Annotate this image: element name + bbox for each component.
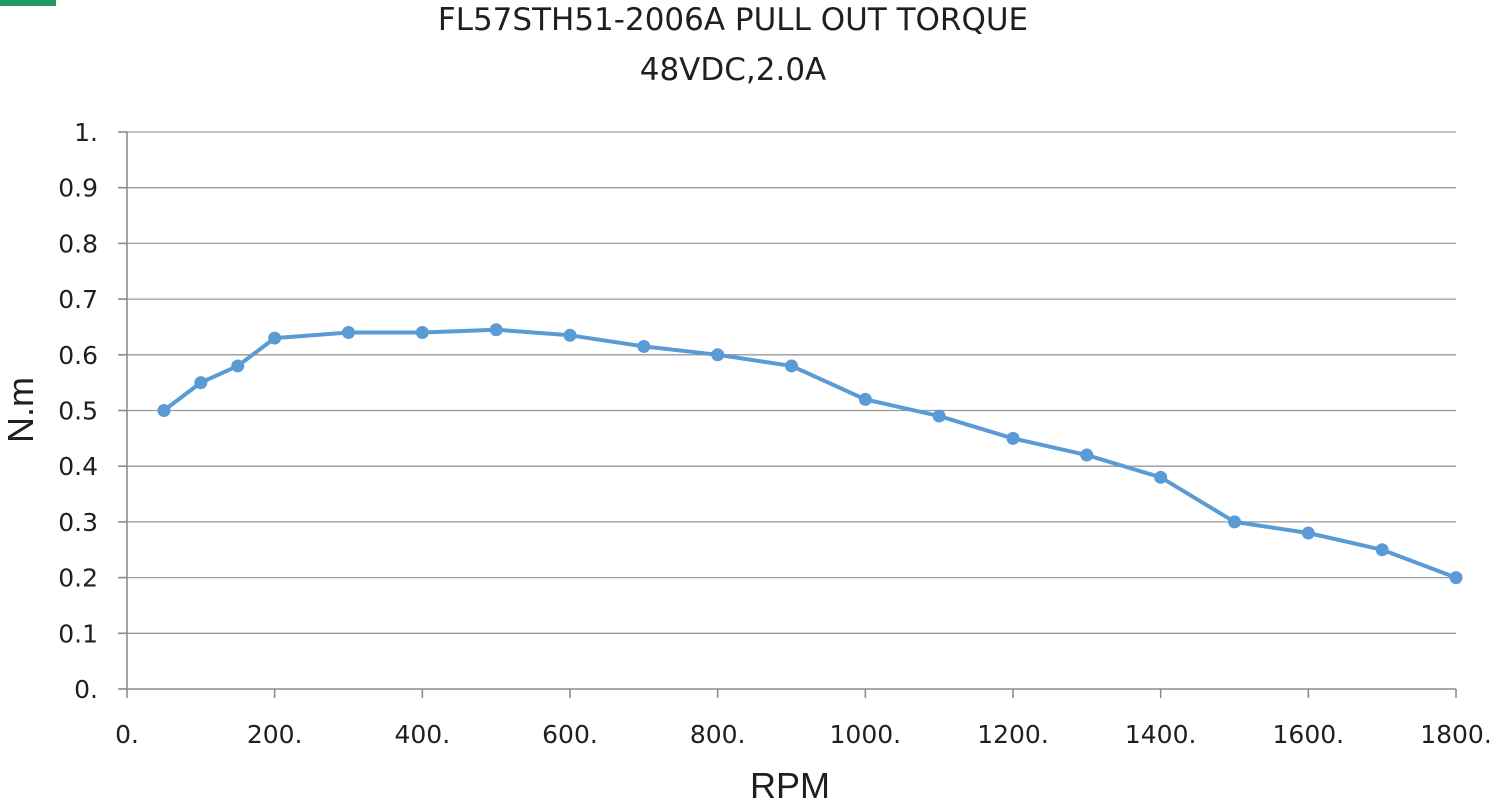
data-point (711, 348, 725, 362)
chart-subtitle: 48VDC,2.0A (640, 52, 827, 88)
series-group (157, 323, 1463, 585)
y-tick-label: 0.1 (58, 619, 98, 648)
axes (118, 131, 1457, 698)
y-tick-label: 0.7 (58, 285, 98, 314)
data-point (268, 331, 282, 345)
data-point (563, 328, 577, 342)
y-tick-label: 0.8 (58, 229, 98, 258)
y-tick-label: 0.2 (58, 564, 98, 593)
x-tick-label: 0. (115, 720, 139, 749)
x-tick-label: 1600. (1273, 720, 1345, 749)
data-point (157, 404, 171, 417)
data-point (1228, 515, 1241, 529)
data-point (1154, 470, 1168, 484)
y-tick-label: 1. (74, 118, 98, 147)
y-tick-label: 0.6 (58, 341, 98, 370)
x-tick-label: 800. (690, 720, 746, 749)
x-tick-label: 1200. (977, 720, 1049, 749)
y-tick-labels: 0. 0.1 0.2 0.3 0.4 0.5 0.6 0.7 0.8 0.9 1. (58, 118, 98, 704)
x-tick-label: 200. (247, 720, 303, 749)
data-point (637, 339, 651, 353)
y-tick-label: 0.9 (58, 174, 98, 203)
gridlines (127, 131, 1456, 634)
data-point (1449, 571, 1463, 585)
x-tick-label: 1400. (1125, 720, 1197, 749)
data-point (1006, 431, 1020, 445)
data-point (194, 376, 208, 390)
y-tick-label: 0.5 (58, 397, 98, 426)
corner-badge (0, 0, 56, 6)
x-tick-label: 1800. (1420, 720, 1492, 749)
data-point (858, 392, 872, 406)
chart-title: FL57STH51-2006A PULL OUT TORQUE (438, 2, 1028, 38)
y-tick-label: 0. (74, 675, 98, 704)
x-tick-label: 600. (542, 720, 598, 749)
x-tick-label: 400. (394, 720, 450, 749)
data-point (342, 326, 355, 340)
data-point (785, 359, 798, 373)
y-axis-label: N.m (0, 377, 41, 443)
y-tick-label: 0.4 (58, 452, 98, 481)
data-point (932, 409, 946, 423)
data-point (1375, 543, 1389, 557)
data-point (1301, 526, 1315, 540)
data-point (231, 359, 245, 373)
x-tick-label: 1000. (830, 720, 902, 749)
data-point (489, 323, 503, 337)
y-tick-label: 0.3 (58, 508, 98, 537)
series-line (161, 327, 1458, 580)
data-point (1080, 448, 1094, 462)
data-point (415, 326, 429, 340)
x-tick-labels: 0. 200. 400. 600. 800. 1000. 1200. 1400. 1600. 18… (115, 720, 1492, 749)
x-axis-label: RPM (750, 765, 830, 804)
